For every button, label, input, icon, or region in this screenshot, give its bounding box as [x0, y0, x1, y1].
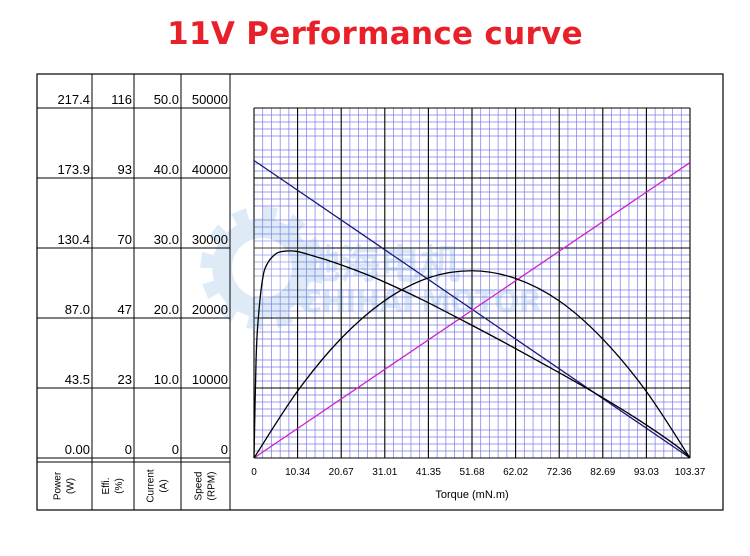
- y-tick-speed: 10000: [192, 372, 228, 387]
- series-efficiency-line: [253, 250, 691, 459]
- x-tick-label: 20.67: [329, 467, 354, 478]
- y-tick-effi: 116: [111, 92, 132, 107]
- x-tick-label: 103.37: [675, 467, 706, 478]
- major-grid: [253, 107, 691, 459]
- y-tick-effi: 93: [118, 162, 132, 177]
- series-current-line: [253, 162, 691, 459]
- y-axis-label: Current (A): [146, 469, 170, 503]
- series-power-line: [253, 270, 691, 459]
- x-axis: 0 10.34 20.67 31.01 41.35 51.68 62.02 72.36 82.6…: [251, 467, 706, 501]
- y-axis-unit: (W): [66, 478, 77, 494]
- chart-frame: [36, 73, 724, 511]
- y-axis-label: Power (W): [53, 471, 77, 500]
- y-tick-speed: 0: [221, 442, 228, 457]
- y-tick-effi: 70: [118, 232, 132, 247]
- y-tick-speed: 40000: [192, 162, 228, 177]
- y-axis-name: Effi.: [101, 477, 112, 494]
- y-tick-current: 40.0: [154, 162, 179, 177]
- y-tick-effi: 23: [118, 372, 132, 387]
- gear-icon: [200, 206, 324, 330]
- series-speed-line: [253, 159, 691, 459]
- y-tick-effi: 0: [125, 442, 132, 457]
- y-axis-unit: (%): [114, 478, 125, 494]
- y-axis-name: Power: [53, 471, 64, 500]
- x-tick-label: 93.03: [634, 467, 659, 478]
- x-tick-label: 41.35: [416, 467, 441, 478]
- y-tick-power: 0.00: [65, 442, 90, 457]
- y-axis-label: Speed (RPM): [194, 472, 218, 501]
- y-tick-current: 30.0: [154, 232, 179, 247]
- y-axis-name: Current: [146, 469, 157, 503]
- y-tick-power: 130.4: [57, 232, 90, 247]
- gear-hole-icon: [232, 238, 292, 298]
- x-tick-label: 10.34: [285, 467, 310, 478]
- x-tick-label: 51.68: [459, 467, 484, 478]
- y-tick-power: 217.4: [57, 92, 90, 107]
- watermark-registered: ®: [510, 230, 523, 250]
- y-axis-unit: (RPM): [207, 472, 218, 501]
- y-tick-power: 173.9: [57, 162, 90, 177]
- y-tick-speed: 30000: [192, 232, 228, 247]
- x-tick-label: 31.01: [372, 467, 397, 478]
- axis-table: 0.00 43.5 87.0 130.4 173.9 217.4 Power (W) 0 23 47…: [37, 74, 231, 510]
- x-tick-label: 0: [251, 467, 257, 478]
- y-tick-effi: 47: [118, 302, 132, 317]
- x-axis-label: Torque (mN.m): [435, 489, 508, 501]
- y-tick-power: 87.0: [65, 302, 90, 317]
- y-tick-current: 20.0: [154, 302, 179, 317]
- watermark-cn: 驰海电机: [300, 242, 460, 288]
- y-axis-label: Effi. (%): [101, 477, 125, 494]
- chart-title: 11V Performance curve: [167, 16, 583, 52]
- x-tick-label: 82.69: [590, 467, 615, 478]
- y-tick-speed: 50000: [192, 92, 228, 107]
- x-tick-label: 62.02: [503, 467, 528, 478]
- y-tick-power: 43.5: [65, 372, 90, 387]
- y-axis-unit: (A): [159, 479, 170, 492]
- x-tick-label: 72.36: [547, 467, 572, 478]
- watermark-en: CHIHAI MOTOR: [300, 285, 542, 320]
- y-tick-current: 50.0: [154, 92, 179, 107]
- y-tick-speed: 20000: [192, 302, 228, 317]
- y-tick-current: 0: [172, 442, 179, 457]
- y-axis-name: Speed: [194, 472, 205, 501]
- y-tick-current: 10.0: [154, 372, 179, 387]
